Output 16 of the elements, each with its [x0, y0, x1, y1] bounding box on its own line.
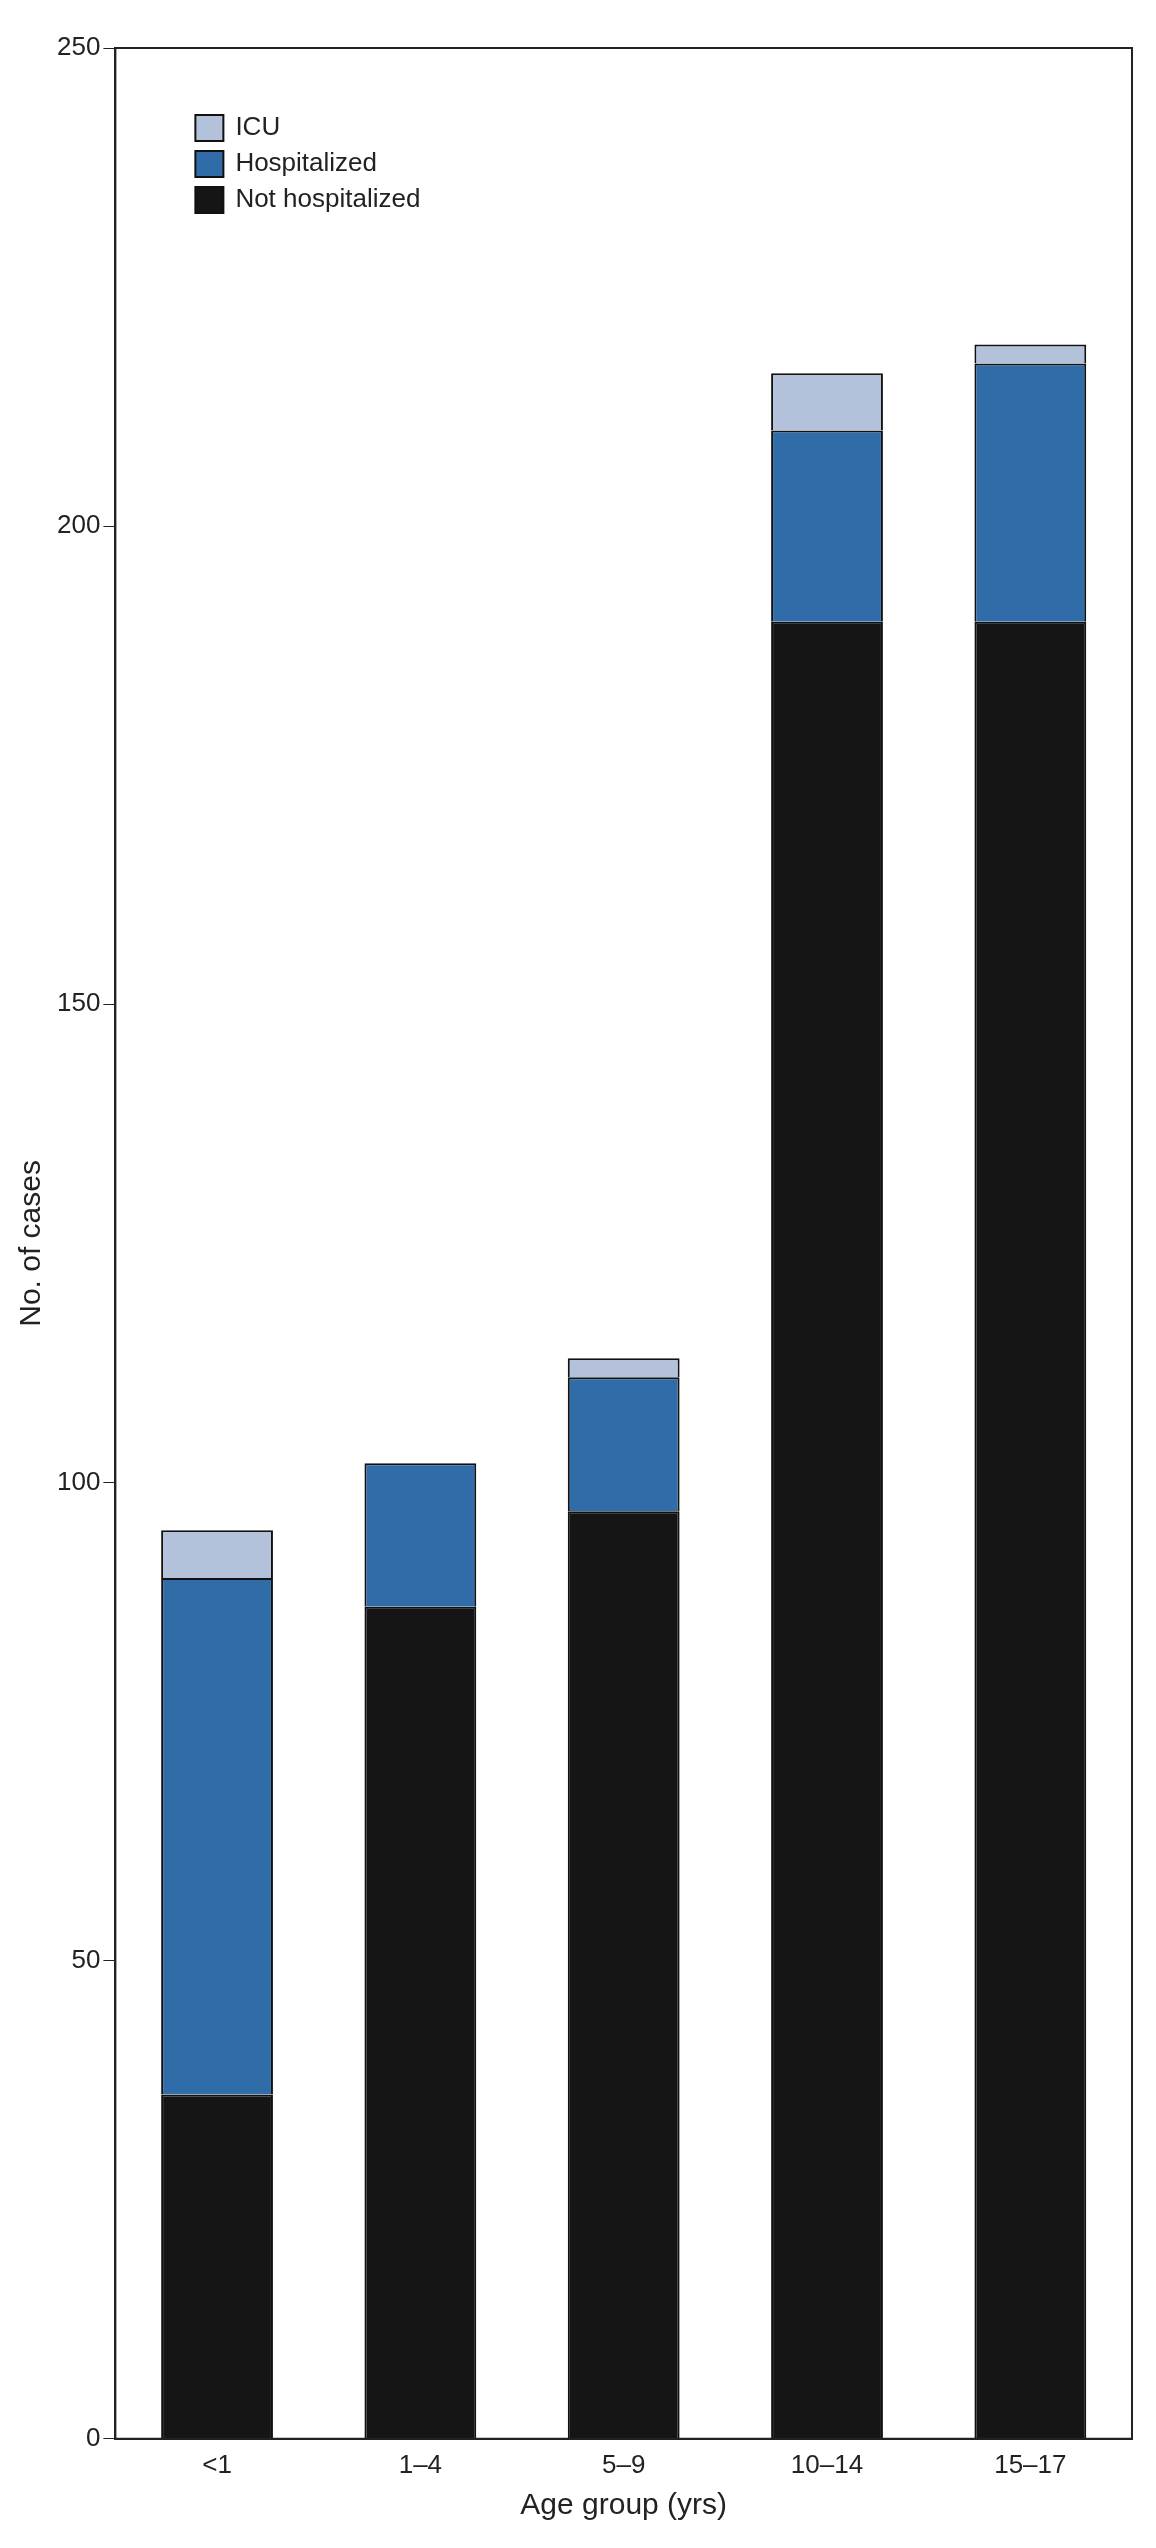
x-tick-label: 5–9 — [601, 2448, 646, 2479]
y-tick-label: 50 — [71, 1943, 101, 1974]
x-axis-title: Age group (yrs) — [520, 2487, 728, 2521]
y-tick-label: 100 — [56, 1465, 101, 1496]
x-tick-label: 10–14 — [790, 2448, 864, 2479]
y-tick-label: 200 — [56, 509, 101, 540]
legend-label: ICU — [235, 111, 281, 142]
y-tick-label: 150 — [56, 987, 101, 1018]
x-tick-label: <1 — [202, 2448, 232, 2479]
y-tick-label: 0 — [85, 2421, 101, 2452]
legend-label: Hospitalized — [235, 147, 378, 178]
x-tick-label: 1–4 — [398, 2448, 443, 2479]
y-tick-label: 250 — [56, 31, 101, 62]
legend-label: Not hospitalized — [235, 183, 421, 214]
y-axis-title: No. of cases — [13, 1160, 47, 1327]
x-tick-label: 15–17 — [994, 2448, 1067, 2479]
